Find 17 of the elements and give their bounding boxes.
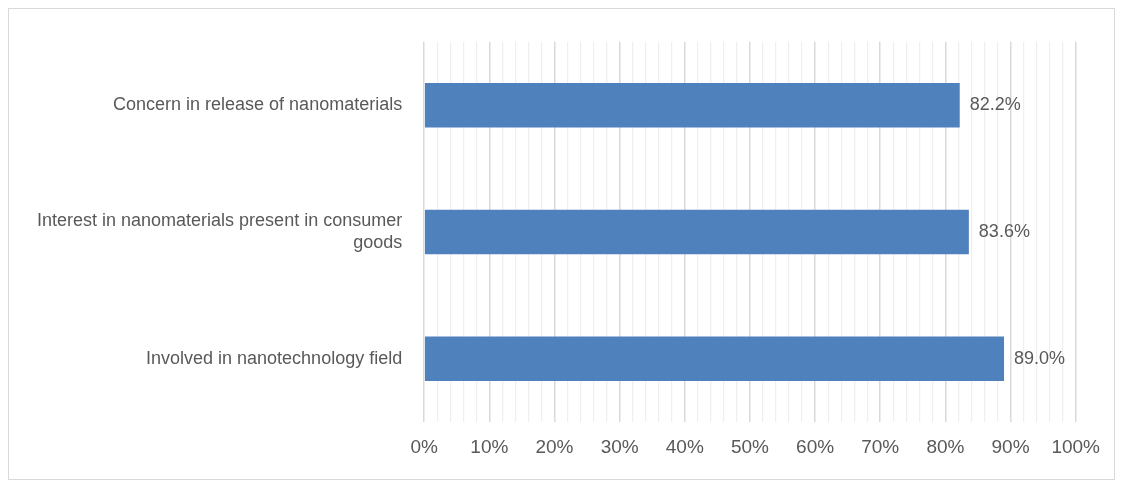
x-tick-label: 0%: [410, 435, 439, 457]
data-label: 82.2%: [969, 94, 1021, 115]
x-tick-label: 40%: [665, 435, 704, 457]
y-tick-label: Concern in release of nanomaterials: [113, 94, 403, 115]
data-label: 83.6%: [978, 220, 1030, 241]
data-label: 89.0%: [1014, 347, 1066, 368]
y-tick-label: Involved in nanotechnology field: [146, 347, 403, 368]
x-tick-label: 80%: [926, 435, 965, 457]
x-tick-label: 50%: [730, 435, 770, 457]
x-tick-label: 20%: [535, 435, 574, 457]
x-tick-label: 30%: [600, 435, 639, 457]
x-tick-label: 90%: [991, 435, 1030, 457]
x-tick-label: 100%: [1051, 435, 1101, 457]
x-tick-label: 70%: [861, 435, 900, 457]
x-tick-label: 60%: [796, 435, 835, 457]
y-tick-label: Interest in nanomaterials present in consumer goods: [37, 210, 403, 252]
x-tick-label: 10%: [470, 435, 509, 457]
